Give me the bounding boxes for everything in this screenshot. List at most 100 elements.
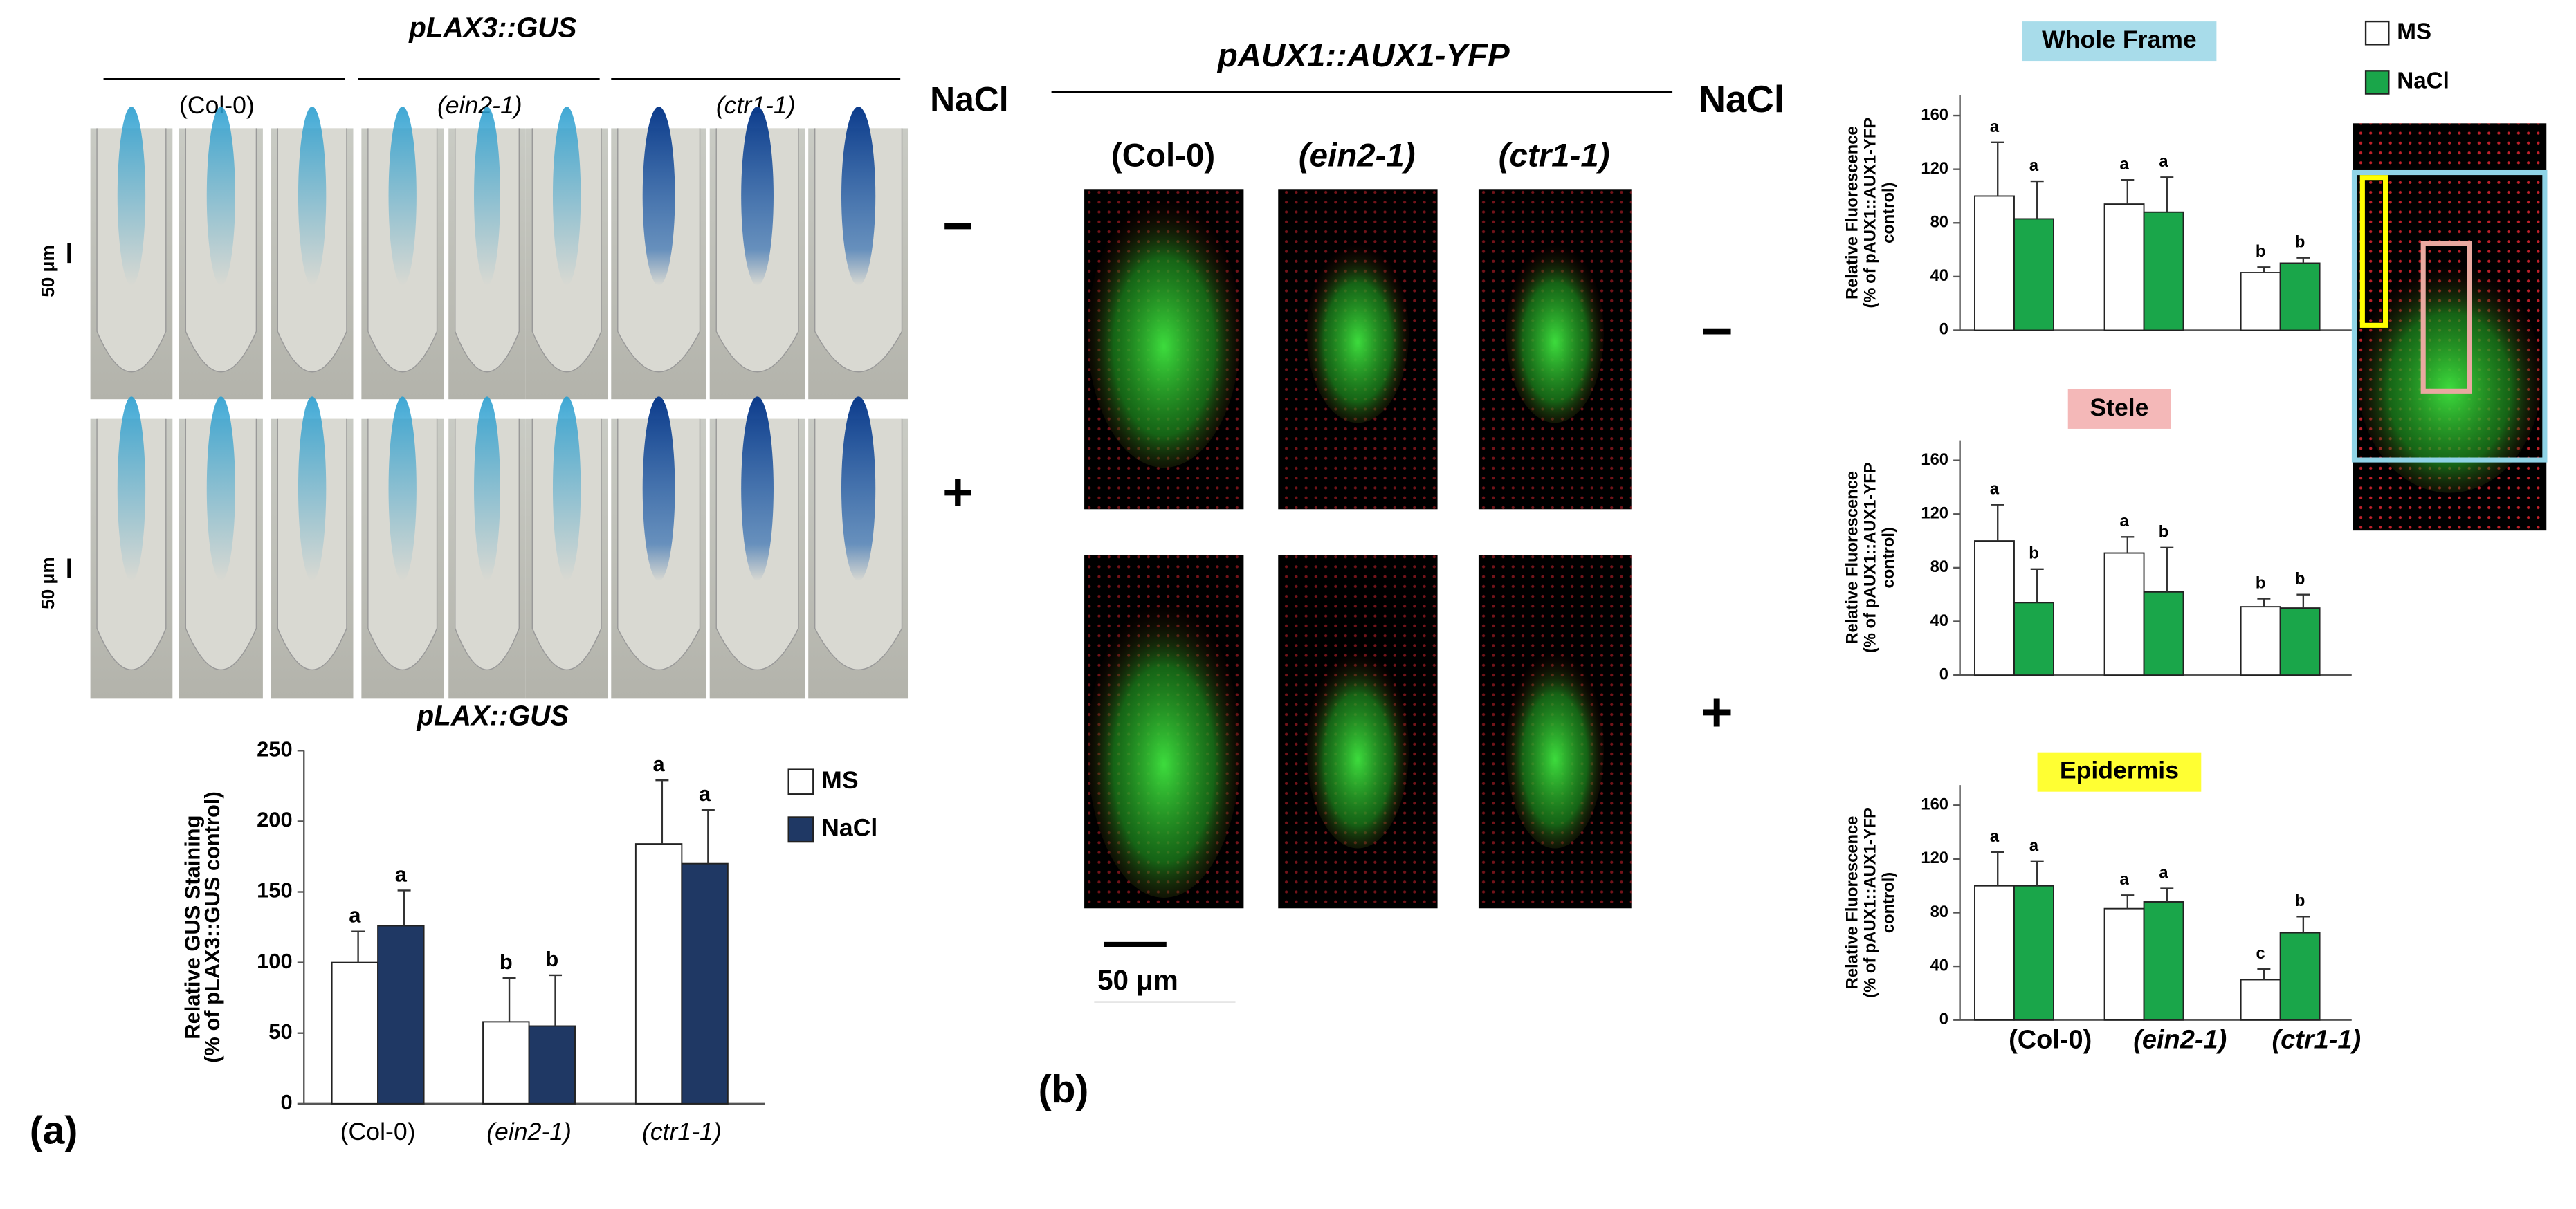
y-axis-label: Relative Fluorescence	[1844, 816, 1862, 990]
stain	[117, 107, 146, 286]
significance-letter: a	[1990, 118, 2000, 136]
chart-title: pLAX::GUS	[416, 699, 569, 731]
significance-letter: a	[349, 903, 361, 927]
error-bar	[2030, 860, 2044, 886]
error-bar	[549, 974, 563, 1026]
bar	[331, 961, 379, 1105]
error-bar	[2160, 887, 2174, 902]
significance-letter: b	[2295, 571, 2305, 589]
y-axis-label: (% of pAUX1::AUX1-YFP	[1862, 118, 1880, 308]
significance-letter: b	[2295, 234, 2305, 252]
error-bar	[2030, 568, 2044, 603]
error-bar	[2121, 536, 2135, 553]
bar	[2240, 272, 2281, 331]
y-tick-label: 200	[257, 808, 293, 832]
x-tick-label: (ein2-1)	[486, 1118, 572, 1145]
significance-letter: a	[2119, 156, 2129, 174]
y-tick-label: 0	[1939, 665, 1948, 683]
chart-title: Epidermis	[2060, 757, 2179, 784]
error-bar	[1991, 141, 2004, 196]
y-tick-label: 150	[257, 878, 293, 903]
y-axis-label: Relative Fluorescence	[1844, 471, 1862, 645]
error-bar	[2296, 593, 2310, 609]
fluorescence	[1506, 650, 1604, 849]
significance-letter: a	[395, 862, 408, 886]
chart-title-background	[2037, 752, 2202, 792]
y-axis-label: control)	[1880, 183, 1898, 243]
y-tick-label: 160	[1921, 106, 1948, 124]
error-bar	[2296, 916, 2310, 933]
bar	[1974, 885, 2015, 1021]
error-bar	[397, 889, 411, 926]
chart-title: Stele	[2090, 394, 2148, 421]
significance-letter: b	[500, 950, 513, 974]
stain	[117, 396, 146, 581]
error-bar	[2121, 178, 2135, 205]
fluorescence	[1306, 243, 1409, 423]
y-axis-label: (% of pLAX3::GUS control)	[200, 791, 224, 1063]
y-tick-label: 40	[1930, 612, 1948, 630]
y-tick-label: 160	[1921, 451, 1948, 469]
bar	[2279, 932, 2321, 1021]
stain	[552, 107, 581, 286]
y-tick-label: 120	[1921, 160, 1948, 178]
fluorescence	[1506, 243, 1604, 423]
treatment-sign: +	[942, 463, 973, 522]
legend-label: MS	[2397, 19, 2431, 45]
bar	[2013, 218, 2054, 331]
error-bar	[2160, 176, 2174, 212]
panel-label: (b)	[1039, 1067, 1089, 1111]
bar	[377, 925, 425, 1105]
bar	[2279, 607, 2321, 676]
error-bar	[2257, 598, 2271, 607]
y-tick-label: 50	[268, 1019, 292, 1044]
bar	[2013, 602, 2054, 676]
legend-label: MS	[821, 766, 858, 794]
bar	[482, 1021, 530, 1105]
stain	[206, 396, 235, 581]
bar	[634, 843, 683, 1105]
stain	[642, 396, 675, 581]
error-bar	[351, 930, 365, 963]
y-tick-label: 120	[1921, 849, 1948, 867]
error-bar	[2160, 546, 2174, 592]
significance-letter: a	[2029, 838, 2039, 856]
significance-letter: b	[2256, 243, 2266, 261]
bar	[2143, 901, 2184, 1021]
y-axis-label: (% of pAUX1::AUX1-YFP	[1862, 807, 1880, 998]
significance-letter: a	[2029, 157, 2039, 175]
significance-letter: b	[2029, 545, 2039, 563]
legend-swatch	[787, 816, 814, 843]
stain	[841, 107, 876, 286]
bar	[2103, 203, 2145, 331]
chart-title-background	[2067, 389, 2171, 429]
stain	[741, 107, 774, 286]
significance-letter: a	[2159, 864, 2168, 882]
x-tick-label: (ctr1-1)	[642, 1118, 722, 1145]
y-axis-label: control)	[1880, 872, 1898, 933]
stain	[388, 107, 417, 286]
fluorescence	[1306, 650, 1409, 849]
y-tick-label: 0	[280, 1090, 292, 1114]
y-tick-label: 40	[1930, 957, 1948, 975]
bar	[2240, 606, 2281, 676]
bar	[2143, 591, 2184, 676]
yfp-micrographs	[1084, 189, 1632, 909]
stain	[642, 107, 675, 286]
error-bar	[1991, 504, 2004, 542]
error-bar	[1991, 851, 2004, 886]
y-axis-label: Relative Fluorescence	[1844, 126, 1862, 299]
significance-letter: b	[2159, 524, 2169, 542]
y-tick-label: 80	[1930, 214, 1948, 232]
legend-label: NaCl	[2397, 68, 2449, 94]
stain	[841, 396, 876, 581]
bar	[528, 1025, 576, 1105]
significance-letter: a	[653, 752, 666, 776]
treatment-header: NaCl	[1699, 78, 1784, 120]
y-axis-label: control)	[1880, 527, 1898, 588]
panel-b-title: pAUX1::AUX1-YFP	[1216, 37, 1510, 74]
stain	[388, 396, 417, 581]
significance-letter: a	[2159, 153, 2168, 171]
x-tick-label: (Col-0)	[2009, 1026, 2092, 1055]
